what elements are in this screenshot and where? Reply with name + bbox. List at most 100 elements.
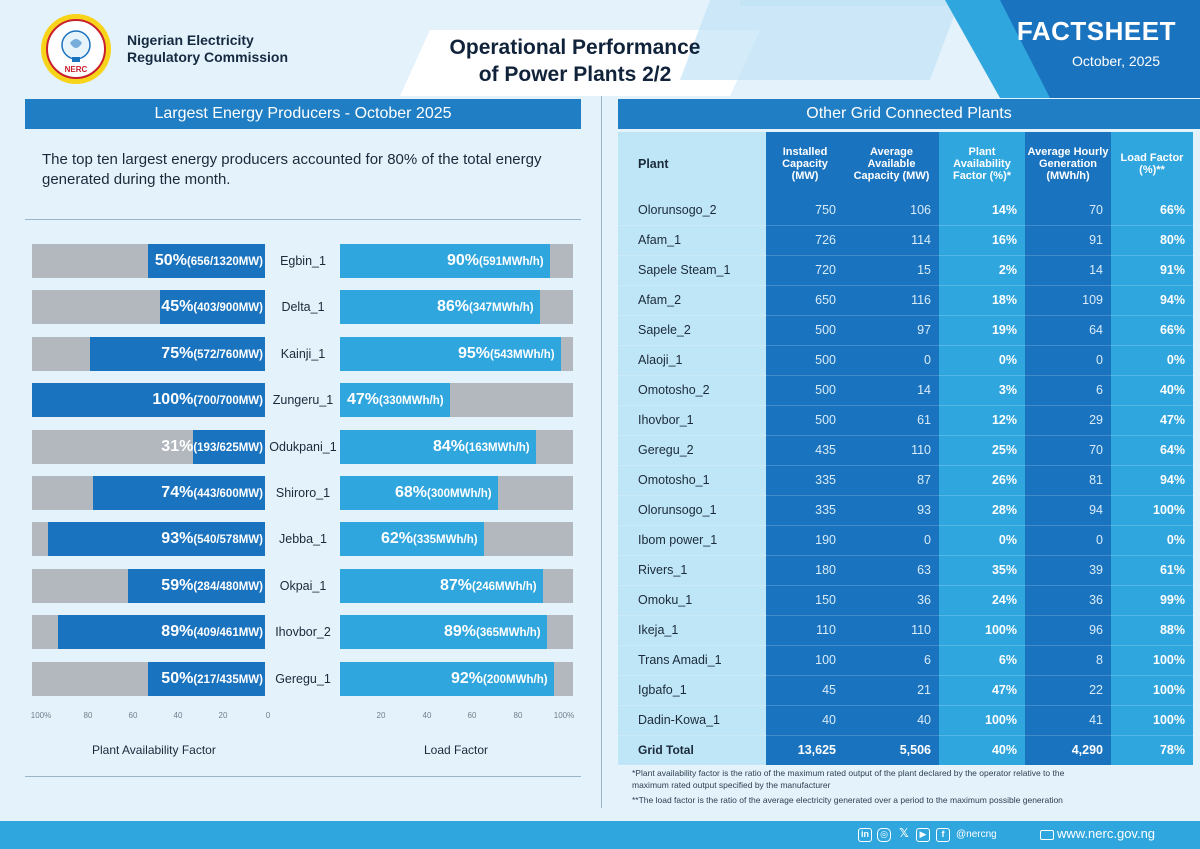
table-row: Omotosho_2 500 14 3% 6 40% (618, 375, 1193, 406)
paf-detail: (284/480MW) (193, 581, 263, 593)
installed-cell: 335 (766, 495, 844, 526)
lf-percent: 95% (458, 345, 491, 362)
generation-cell: 22 (1025, 675, 1111, 706)
table-row: Afam_2 650 116 18% 109 94% (618, 285, 1193, 316)
title-line-1: Operational Performance (449, 36, 701, 59)
generation-cell: 29 (1025, 405, 1111, 436)
installed-cell: 13,625 (766, 735, 844, 766)
lf-detail: (200MWh/h) (483, 674, 548, 686)
table-row: Sapele_2 500 97 19% 64 66% (618, 315, 1193, 346)
factsheet-label: FACTSHEET (1016, 16, 1176, 46)
load-factor-cell: 66% (1111, 315, 1193, 346)
load-factor-cell: 0% (1111, 345, 1193, 376)
paf-percent: 89% (161, 623, 194, 640)
generation-cell: 70 (1025, 195, 1111, 226)
col-header-plant: Plant (618, 132, 766, 195)
right-axis-tick: 40 (422, 711, 432, 720)
lf-bar (340, 615, 547, 649)
table-row: Alaoji_1 500 0 0% 0 0% (618, 345, 1193, 376)
generation-cell: 36 (1025, 585, 1111, 616)
lf-percent: 92% (451, 670, 484, 687)
lf-bar (340, 244, 550, 278)
lf-bar (340, 569, 543, 603)
generation-cell: 14 (1025, 255, 1111, 286)
paf-percent: 100% (152, 391, 194, 408)
plant-cell: Dadin-Kowa_1 (618, 705, 766, 736)
lf-bar (340, 522, 484, 556)
footer-bar (0, 821, 1200, 849)
plant-cell: Ihovbor_1 (618, 405, 766, 436)
paf-detail: (540/578MW) (193, 534, 263, 546)
lf-detail: (591MWh/h) (479, 256, 544, 268)
available-cell: 93 (844, 495, 939, 526)
paf-label: 75%(572/760MW) (32, 337, 263, 371)
table-row: Olorunsogo_1 335 93 28% 94 100% (618, 495, 1193, 526)
instagram-icon[interactable]: ◎ (877, 828, 891, 842)
right-chart-caption: Load Factor (424, 743, 489, 757)
lf-label: 90%(591MWh/h) (447, 244, 544, 278)
installed-cell: 650 (766, 285, 844, 316)
nerc-logo: NERC (40, 13, 112, 85)
factsheet-date: October, 2025 (1072, 53, 1160, 69)
col-header-available-capacity: Average Available Capacity (MW) (844, 132, 939, 195)
generation-cell: 81 (1025, 465, 1111, 496)
left-axis-tick: 0 (265, 711, 271, 720)
generation-cell: 6 (1025, 375, 1111, 406)
load-factor-cell: 94% (1111, 285, 1193, 316)
plant-name: Ihovbor_2 (275, 625, 331, 639)
website-link[interactable]: www.nerc.gov.ng (1057, 826, 1156, 841)
lf-percent: 68% (395, 484, 428, 501)
generation-cell: 4,290 (1025, 735, 1111, 766)
plant-cell: Ibom power_1 (618, 525, 766, 556)
available-cell: 0 (844, 345, 939, 376)
availability-cell: 16% (939, 225, 1025, 256)
plant-cell: Afam_2 (618, 285, 766, 316)
social-handle[interactable]: @nercng (956, 829, 997, 840)
availability-cell: 0% (939, 345, 1025, 376)
youtube-icon[interactable]: ▶ (916, 828, 930, 842)
x-icon[interactable]: 𝕏 (899, 826, 909, 840)
table-row: Igbafo_1 45 21 47% 22 100% (618, 675, 1193, 706)
load-factor-cell: 0% (1111, 525, 1193, 556)
available-cell: 21 (844, 675, 939, 706)
lf-percent: 90% (447, 252, 480, 269)
availability-cell: 26% (939, 465, 1025, 496)
divider-bottom (25, 776, 581, 777)
paf-label: 31%(193/625MW) (32, 430, 263, 464)
title-line-2: of Power Plants 2/2 (478, 63, 672, 86)
load-factor-cell: 61% (1111, 555, 1193, 586)
availability-cell: 100% (939, 615, 1025, 646)
paf-bar (48, 522, 265, 556)
available-cell: 87 (844, 465, 939, 496)
facebook-icon[interactable]: f (936, 828, 950, 842)
load-factor-cell: 94% (1111, 465, 1193, 496)
footnote-load-factor: **The load factor is the ratio of the av… (632, 795, 1063, 805)
plant-cell: Trans Amadi_1 (618, 645, 766, 676)
table-row: Ihovbor_1 500 61 12% 29 47% (618, 405, 1193, 436)
plant-cell: Ikeja_1 (618, 615, 766, 646)
plant-name: Shiroro_1 (275, 486, 331, 500)
load-factor-cell: 100% (1111, 705, 1193, 736)
installed-cell: 750 (766, 195, 844, 226)
lf-bar (340, 383, 450, 417)
generation-cell: 96 (1025, 615, 1111, 646)
installed-cell: 45 (766, 675, 844, 706)
plant-cell: Igbafo_1 (618, 675, 766, 706)
plant-cell: Rivers_1 (618, 555, 766, 586)
intro-text: The top ten largest energy producers acc… (42, 151, 542, 188)
lf-bar (340, 430, 536, 464)
paf-percent: 75% (161, 345, 194, 362)
linkedin-icon[interactable]: in (858, 828, 872, 842)
plant-name: Kainji_1 (280, 347, 326, 361)
load-factor-cell: 78% (1111, 735, 1193, 766)
lf-bar (340, 290, 540, 324)
lf-detail: (335MWh/h) (413, 534, 478, 546)
right-axis-tick: 20 (376, 711, 386, 720)
paf-percent: 59% (161, 577, 194, 594)
generation-cell: 0 (1025, 525, 1111, 556)
table-row: Ikeja_1 110 110 100% 96 88% (618, 615, 1193, 646)
lf-detail: (543MWh/h) (490, 349, 555, 361)
left-axis-tick: 40 (173, 711, 183, 720)
load-factor-cell: 66% (1111, 195, 1193, 226)
lf-detail: (330MWh/h) (379, 395, 444, 407)
